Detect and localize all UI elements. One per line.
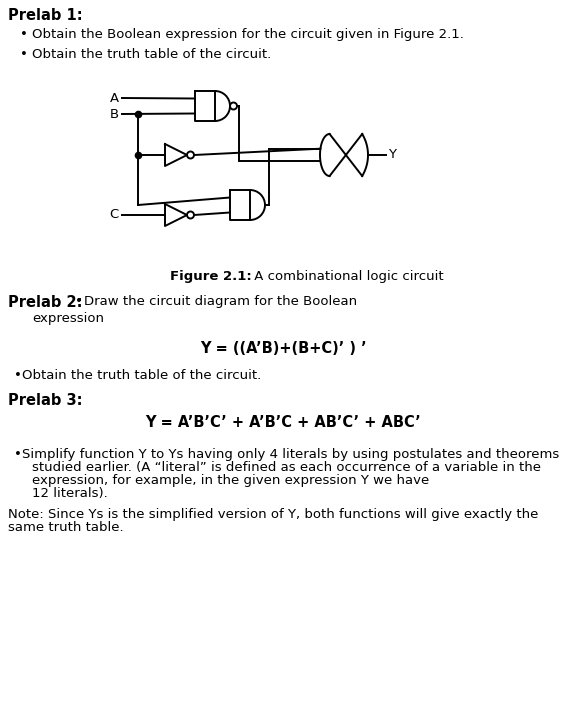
Text: Prelab 3:: Prelab 3: <box>8 393 83 408</box>
Text: Prelab 2:: Prelab 2: <box>8 295 83 310</box>
Text: expression: expression <box>32 312 104 325</box>
Text: Prelab 1:: Prelab 1: <box>8 8 83 23</box>
Text: studied earlier. (A “literal” is defined as each occurrence of a variable in the: studied earlier. (A “literal” is defined… <box>32 461 541 474</box>
Text: same truth table.: same truth table. <box>8 521 124 534</box>
Text: A: A <box>110 91 119 105</box>
Text: Y = A’B’C’ + A’B’C + AB’C’ + ABC’: Y = A’B’C’ + A’B’C + AB’C’ + ABC’ <box>145 415 421 430</box>
Text: Note: Since Ys is the simplified version of Y, both functions will give exactly : Note: Since Ys is the simplified version… <box>8 508 539 521</box>
Text: C: C <box>110 208 119 222</box>
Text: A combinational logic circuit: A combinational logic circuit <box>250 270 443 283</box>
Text: Figure 2.1:: Figure 2.1: <box>170 270 252 283</box>
Text: •: • <box>75 295 83 308</box>
Text: •: • <box>20 28 28 41</box>
Text: Y: Y <box>388 148 396 162</box>
Text: Draw the circuit diagram for the Boolean: Draw the circuit diagram for the Boolean <box>84 295 357 308</box>
Text: Obtain the truth table of the circuit.: Obtain the truth table of the circuit. <box>22 369 261 382</box>
Text: Obtain the Boolean expression for the circuit given in Figure 2.1.: Obtain the Boolean expression for the ci… <box>32 28 464 41</box>
Text: •: • <box>14 369 22 382</box>
Text: •: • <box>14 448 22 461</box>
Text: Y = ((A’B)+(B+C)’ ) ’: Y = ((A’B)+(B+C)’ ) ’ <box>200 341 366 356</box>
Text: •: • <box>20 48 28 61</box>
Text: Simplify function Y to Ys having only 4 literals by using postulates and theorem: Simplify function Y to Ys having only 4 … <box>22 448 559 461</box>
Text: B: B <box>110 108 119 120</box>
Text: expression, for example, in the given expression Y we have: expression, for example, in the given ex… <box>32 474 429 487</box>
Text: Obtain the truth table of the circuit.: Obtain the truth table of the circuit. <box>32 48 271 61</box>
Text: 12 literals).: 12 literals). <box>32 487 108 500</box>
